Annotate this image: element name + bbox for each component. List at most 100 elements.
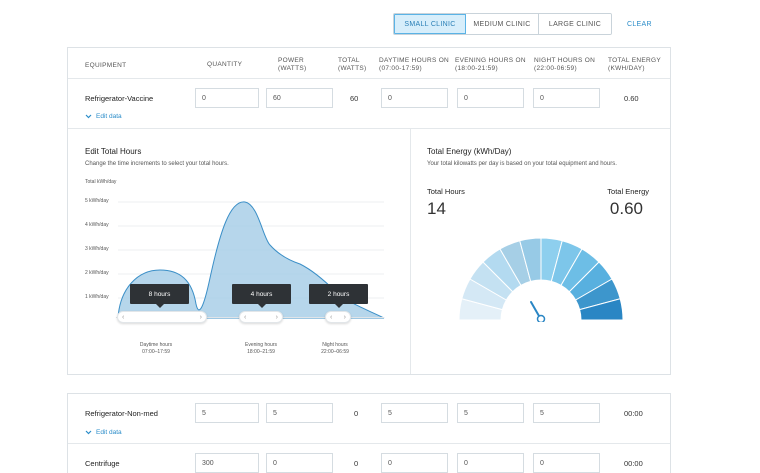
header-evening: EVENING HOURS ON (18:00-21:59) bbox=[455, 57, 526, 73]
row-equipment-name: Refrigerator-Vaccine bbox=[85, 94, 154, 103]
gauge-needle-hub bbox=[536, 314, 546, 322]
row-equipment-name: Refrigerator-Non-med bbox=[85, 409, 158, 418]
energy-gauge bbox=[458, 237, 624, 322]
section-divider bbox=[410, 128, 411, 374]
header-equipment: EQUIPMENT bbox=[85, 62, 127, 69]
power-input[interactable]: 60 bbox=[266, 88, 333, 108]
quantity-input[interactable]: 300 bbox=[195, 453, 259, 473]
header-quantity: QUANTITY bbox=[207, 61, 243, 68]
night-period-label: Night hours 22:00–06:59 bbox=[309, 342, 361, 356]
chevron-right-icon[interactable]: › bbox=[343, 313, 346, 321]
total-energy-big-value: 0.60 bbox=[609, 199, 643, 218]
period-name: Daytime hours bbox=[139, 342, 173, 348]
large-clinic-button[interactable]: LARGE CLINIC bbox=[539, 14, 611, 34]
edit-data-link[interactable]: Edit data bbox=[85, 429, 122, 436]
hours-area-chart bbox=[117, 201, 385, 319]
total-energy-value: 00:00 bbox=[624, 409, 643, 418]
clear-button[interactable]: CLEAR bbox=[627, 20, 652, 28]
equipment-panel-lower: Refrigerator-Non-med 5 5 0 5 5 5 00:00 E… bbox=[67, 393, 671, 473]
header-power-line2: (WATTS) bbox=[278, 65, 307, 72]
clinic-size-group: SMALL CLINIC MEDIUM CLINIC LARGE CLINIC bbox=[393, 13, 612, 35]
equipment-panel: EQUIPMENT QUANTITY POWER (WATTS) TOTAL (WA… bbox=[67, 47, 671, 375]
header-energy-line1: TOTAL ENERGY bbox=[608, 57, 661, 64]
evening-hours-input[interactable]: 0 bbox=[457, 453, 524, 473]
night-hours-input[interactable]: 0 bbox=[533, 453, 600, 473]
edit-hours-title: Edit Total Hours bbox=[85, 147, 142, 156]
row-divider bbox=[68, 128, 670, 129]
daytime-hours-tooltip: 8 hours bbox=[130, 284, 189, 308]
header-daytime-line2: (07:00-17:59) bbox=[379, 65, 422, 72]
evening-hours-input[interactable]: 0 bbox=[457, 88, 524, 108]
y-tick-label: 5 kWh/day bbox=[85, 198, 109, 204]
header-power: POWER (WATTS) bbox=[278, 57, 306, 73]
header-daytime: DAYTIME HOURS ON (07:00-17:59) bbox=[379, 57, 449, 73]
chevron-down-icon bbox=[85, 114, 92, 119]
row-divider bbox=[68, 443, 670, 444]
total-hours-label: Total Hours bbox=[427, 187, 465, 196]
total-watts-value: 0 bbox=[354, 409, 359, 418]
y-tick-label: 2 kWh/day bbox=[85, 270, 109, 276]
period-name: Night hours bbox=[322, 342, 348, 348]
clinic-size-selector: SMALL CLINIC MEDIUM CLINIC LARGE CLINIC … bbox=[393, 13, 652, 35]
evening-hours-input[interactable]: 5 bbox=[457, 403, 524, 423]
period-range: 07:00–17:59 bbox=[142, 349, 170, 355]
daytime-hours-input[interactable]: 0 bbox=[381, 88, 448, 108]
edit-data-link[interactable]: Edit data bbox=[85, 113, 122, 120]
row-equipment-name: Centrifuge bbox=[85, 459, 120, 468]
header-daytime-line1: DAYTIME HOURS ON bbox=[379, 57, 450, 64]
period-range: 18:00–21:59 bbox=[247, 349, 275, 355]
y-tick-label: 3 kWh/day bbox=[85, 246, 109, 252]
night-hours-slider[interactable]: ‹ › bbox=[325, 311, 351, 323]
header-energy: TOTAL ENERGY (KWH/DAY) bbox=[608, 57, 661, 73]
gauge-needle bbox=[530, 301, 540, 317]
quantity-input[interactable]: 5 bbox=[195, 403, 259, 423]
chevron-right-icon[interactable]: › bbox=[199, 313, 202, 321]
medium-clinic-button[interactable]: MEDIUM CLINIC bbox=[466, 14, 539, 34]
header-power-line1: POWER bbox=[278, 57, 305, 64]
total-watts-value: 60 bbox=[350, 94, 359, 103]
header-evening-line1: EVENING HOURS ON bbox=[455, 57, 526, 64]
total-watts-value: 0 bbox=[354, 459, 359, 468]
total-energy-description: Your total kilowatts per day is based on… bbox=[427, 161, 617, 167]
period-range: 22:00–06:59 bbox=[321, 349, 349, 355]
edit-data-label: Edit data bbox=[96, 113, 122, 120]
chevron-left-icon[interactable]: ‹ bbox=[244, 313, 247, 321]
small-clinic-button[interactable]: SMALL CLINIC bbox=[394, 14, 466, 34]
daytime-hours-input[interactable]: 5 bbox=[381, 403, 448, 423]
chevron-left-icon[interactable]: ‹ bbox=[330, 313, 333, 321]
total-hours-value: 14 bbox=[427, 199, 446, 218]
daytime-hours-input[interactable]: 0 bbox=[381, 453, 448, 473]
chevron-down-icon bbox=[85, 430, 92, 435]
header-total-line2: (WATTS) bbox=[338, 65, 367, 72]
header-energy-line2: (KWH/DAY) bbox=[608, 65, 645, 72]
daytime-period-label: Daytime hours 07:00–17:59 bbox=[130, 342, 182, 356]
night-hours-input[interactable]: 5 bbox=[533, 403, 600, 423]
total-energy-value: 00:00 bbox=[624, 459, 643, 468]
edit-data-label: Edit data bbox=[96, 429, 122, 436]
evening-hours-tooltip: 4 hours bbox=[232, 284, 291, 308]
evening-hours-slider[interactable]: ‹ › bbox=[239, 311, 283, 323]
header-divider bbox=[68, 78, 670, 79]
y-tick-label: 4 kWh/day bbox=[85, 222, 109, 228]
gauge-segment bbox=[579, 298, 624, 321]
total-energy-title: Total Energy (kWh/Day) bbox=[427, 147, 512, 156]
chart-y-title: Total kWh/day bbox=[85, 179, 117, 185]
night-hours-tooltip: 2 hours bbox=[309, 284, 368, 308]
edit-hours-description: Change the time increments to select you… bbox=[85, 161, 229, 167]
night-hours-input[interactable]: 0 bbox=[533, 88, 600, 108]
total-energy-label: Total Energy bbox=[607, 187, 649, 196]
daytime-hours-slider[interactable]: ‹ › bbox=[117, 311, 207, 323]
header-total: TOTAL (WATTS) bbox=[338, 57, 366, 73]
total-energy-value: 0.60 bbox=[624, 94, 639, 103]
header-night: NIGHT HOURS ON (22:00-06:59) bbox=[534, 57, 595, 73]
chevron-right-icon[interactable]: › bbox=[275, 313, 278, 321]
period-name: Evening hours bbox=[245, 342, 277, 348]
chevron-left-icon[interactable]: ‹ bbox=[122, 313, 125, 321]
power-input[interactable]: 0 bbox=[266, 453, 333, 473]
header-total-line1: TOTAL bbox=[338, 57, 360, 64]
power-input[interactable]: 5 bbox=[266, 403, 333, 423]
evening-period-label: Evening hours 18:00–21:59 bbox=[235, 342, 287, 356]
header-night-line1: NIGHT HOURS ON bbox=[534, 57, 596, 64]
quantity-input[interactable]: 0 bbox=[195, 88, 259, 108]
header-night-line2: (22:00-06:59) bbox=[534, 65, 577, 72]
